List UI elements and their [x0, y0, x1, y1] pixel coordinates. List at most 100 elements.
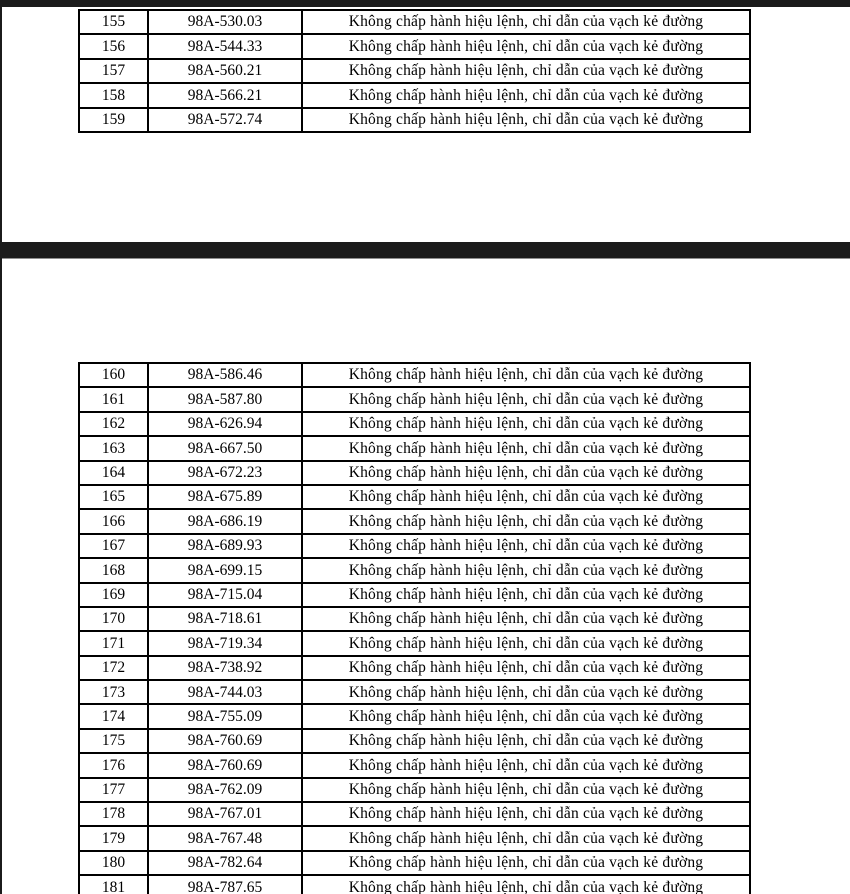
violation-description-cell: Không chấp hành hiệu lệnh, chỉ dẫn của v… [301, 727, 751, 755]
plate-number-cell: 98A-760.69 [147, 727, 303, 755]
plate-number-cell: 98A-787.65 [147, 874, 303, 894]
plate-number-cell: 98A-767.48 [147, 825, 303, 852]
table-row: 169 98A-715.04 Không chấp hành hiệu lệnh, … [78, 581, 751, 608]
table-row: 165 98A-675.89 Không chấp hành hiệu lệnh, … [78, 483, 751, 511]
row-number-cell: 168 [78, 557, 149, 584]
table-row: 173 98A-744.03 Không chấp hành hiệu lệnh, … [78, 679, 751, 706]
row-number-cell: 173 [78, 679, 149, 706]
plate-number-cell: 98A-719.34 [147, 630, 303, 657]
violation-description-cell: Không chấp hành hiệu lệnh, chỉ dẫn của v… [301, 106, 751, 133]
table-row: 170 98A-718.61 Không chấp hành hiệu lệnh, … [78, 605, 751, 633]
violation-table-body: 160 98A-586.46 Không chấp hành hiệu lệnh, … [78, 361, 751, 894]
plate-number-cell: 98A-715.04 [147, 581, 303, 608]
table-row: 162 98A-626.94 Không chấp hành hiệu lệnh, … [78, 410, 751, 438]
plate-number-cell: 98A-587.80 [147, 386, 303, 413]
table-row: 160 98A-586.46 Không chấp hành hiệu lệnh, … [78, 361, 751, 389]
violation-description-cell: Không chấp hành hiệu lệnh, chỉ dẫn của v… [301, 654, 751, 682]
violation-description-cell: Không chấp hành hiệu lệnh, chỉ dẫn của v… [301, 849, 751, 877]
row-number-cell: 158 [78, 82, 149, 109]
violation-description-cell: Không chấp hành hiệu lệnh, chỉ dẫn của v… [301, 82, 751, 109]
row-number-cell: 166 [78, 508, 149, 535]
row-number-cell: 179 [78, 825, 149, 852]
row-number-cell: 157 [78, 57, 149, 85]
plate-number-cell: 98A-626.94 [147, 410, 303, 438]
violation-description-cell: Không chấp hành hiệu lệnh, chỉ dẫn của v… [301, 703, 751, 730]
plate-number-cell: 98A-782.64 [147, 849, 303, 877]
plate-number-cell: 98A-755.09 [147, 703, 303, 730]
violation-description-cell: Không chấp hành hiệu lệnh, chỉ dẫn của v… [301, 874, 751, 894]
plate-number-cell: 98A-672.23 [147, 459, 303, 486]
table-row: 163 98A-667.50 Không chấp hành hiệu lệnh, … [78, 435, 751, 462]
row-number-cell: 167 [78, 532, 149, 560]
row-number-cell: 175 [78, 727, 149, 755]
row-number-cell: 170 [78, 605, 149, 633]
plate-number-cell: 98A-560.21 [147, 57, 303, 85]
plate-number-cell: 98A-566.21 [147, 82, 303, 109]
row-number-cell: 171 [78, 630, 149, 657]
violation-description-cell: Không chấp hành hiệu lệnh, chỉ dẫn của v… [301, 557, 751, 584]
table-row: 177 98A-762.09 Không chấp hành hiệu lệnh, … [78, 776, 751, 804]
row-number-cell: 181 [78, 874, 149, 894]
plate-number-cell: 98A-738.92 [147, 654, 303, 682]
violation-description-cell: Không chấp hành hiệu lệnh, chỉ dẫn của v… [301, 8, 751, 36]
table-row: 178 98A-767.01 Không chấp hành hiệu lệnh, … [78, 801, 751, 828]
violation-description-cell: Không chấp hành hiệu lệnh, chỉ dẫn của v… [301, 386, 751, 413]
table-row: 168 98A-699.15 Không chấp hành hiệu lệnh, … [78, 557, 751, 584]
row-number-cell: 156 [78, 33, 149, 60]
table-row: 167 98A-689.93 Không chấp hành hiệu lệnh, … [78, 532, 751, 560]
violation-description-cell: Không chấp hành hiệu lệnh, chỉ dẫn của v… [301, 435, 751, 462]
table-row: 166 98A-686.19 Không chấp hành hiệu lệnh, … [78, 508, 751, 535]
table-row: 159 98A-572.74 Không chấp hành hiệu lệnh, … [78, 106, 751, 133]
row-number-cell: 177 [78, 776, 149, 804]
plate-number-cell: 98A-689.93 [147, 532, 303, 560]
plate-number-cell: 98A-767.01 [147, 801, 303, 828]
plate-number-cell: 98A-760.69 [147, 752, 303, 779]
row-number-cell: 162 [78, 410, 149, 438]
row-number-cell: 174 [78, 703, 149, 730]
violation-description-cell: Không chấp hành hiệu lệnh, chỉ dẫn của v… [301, 361, 751, 389]
table-row: 156 98A-544.33 Không chấp hành hiệu lệnh, … [78, 33, 751, 60]
row-number-cell: 164 [78, 459, 149, 486]
plate-number-cell: 98A-718.61 [147, 605, 303, 633]
plate-number-cell: 98A-667.50 [147, 435, 303, 462]
violation-table-body: 155 98A-530.03 Không chấp hành hiệu lệnh, … [78, 8, 751, 133]
table-row: 172 98A-738.92 Không chấp hành hiệu lệnh, … [78, 654, 751, 682]
table-row: 157 98A-560.21 Không chấp hành hiệu lệnh, … [78, 57, 751, 85]
plate-number-cell: 98A-530.03 [147, 8, 303, 36]
table-row: 164 98A-672.23 Không chấp hành hiệu lệnh, … [78, 459, 751, 486]
table-row: 175 98A-760.69 Không chấp hành hiệu lệnh, … [78, 727, 751, 755]
viewer-top-edge [0, 0, 850, 7]
row-number-cell: 169 [78, 581, 149, 608]
plate-number-cell: 98A-675.89 [147, 483, 303, 511]
table-row: 181 98A-787.65 Không chấp hành hiệu lệnh, … [78, 874, 751, 894]
violation-description-cell: Không chấp hành hiệu lệnh, chỉ dẫn của v… [301, 459, 751, 486]
violation-description-cell: Không chấp hành hiệu lệnh, chỉ dẫn của v… [301, 33, 751, 60]
row-number-cell: 155 [78, 8, 149, 36]
violation-description-cell: Không chấp hành hiệu lệnh, chỉ dẫn của v… [301, 776, 751, 804]
plate-number-cell: 98A-586.46 [147, 361, 303, 389]
violation-description-cell: Không chấp hành hiệu lệnh, chỉ dẫn của v… [301, 508, 751, 535]
violation-description-cell: Không chấp hành hiệu lệnh, chỉ dẫn của v… [301, 605, 751, 633]
violation-description-cell: Không chấp hành hiệu lệnh, chỉ dẫn của v… [301, 57, 751, 85]
table-row: 176 98A-760.69 Không chấp hành hiệu lệnh, … [78, 752, 751, 779]
row-number-cell: 159 [78, 106, 149, 133]
table-row: 158 98A-566.21 Không chấp hành hiệu lệnh, … [78, 82, 751, 109]
row-number-cell: 180 [78, 849, 149, 877]
row-number-cell: 163 [78, 435, 149, 462]
violation-description-cell: Không chấp hành hiệu lệnh, chỉ dẫn của v… [301, 752, 751, 779]
table-row: 174 98A-755.09 Không chấp hành hiệu lệnh, … [78, 703, 751, 730]
violation-description-cell: Không chấp hành hiệu lệnh, chỉ dẫn của v… [301, 801, 751, 828]
row-number-cell: 160 [78, 361, 149, 389]
page-left-edge-line [0, 0, 2, 894]
table-row: 179 98A-767.48 Không chấp hành hiệu lệnh, … [78, 825, 751, 852]
violation-description-cell: Không chấp hành hiệu lệnh, chỉ dẫn của v… [301, 679, 751, 706]
plate-number-cell: 98A-544.33 [147, 33, 303, 60]
violation-description-cell: Không chấp hành hiệu lệnh, chỉ dẫn của v… [301, 630, 751, 657]
row-number-cell: 172 [78, 654, 149, 682]
violation-description-cell: Không chấp hành hiệu lệnh, chỉ dẫn của v… [301, 483, 751, 511]
row-number-cell: 165 [78, 483, 149, 511]
page-separator-band [0, 242, 850, 259]
table-row: 180 98A-782.64 Không chấp hành hiệu lệnh, … [78, 849, 751, 877]
violation-description-cell: Không chấp hành hiệu lệnh, chỉ dẫn của v… [301, 825, 751, 852]
